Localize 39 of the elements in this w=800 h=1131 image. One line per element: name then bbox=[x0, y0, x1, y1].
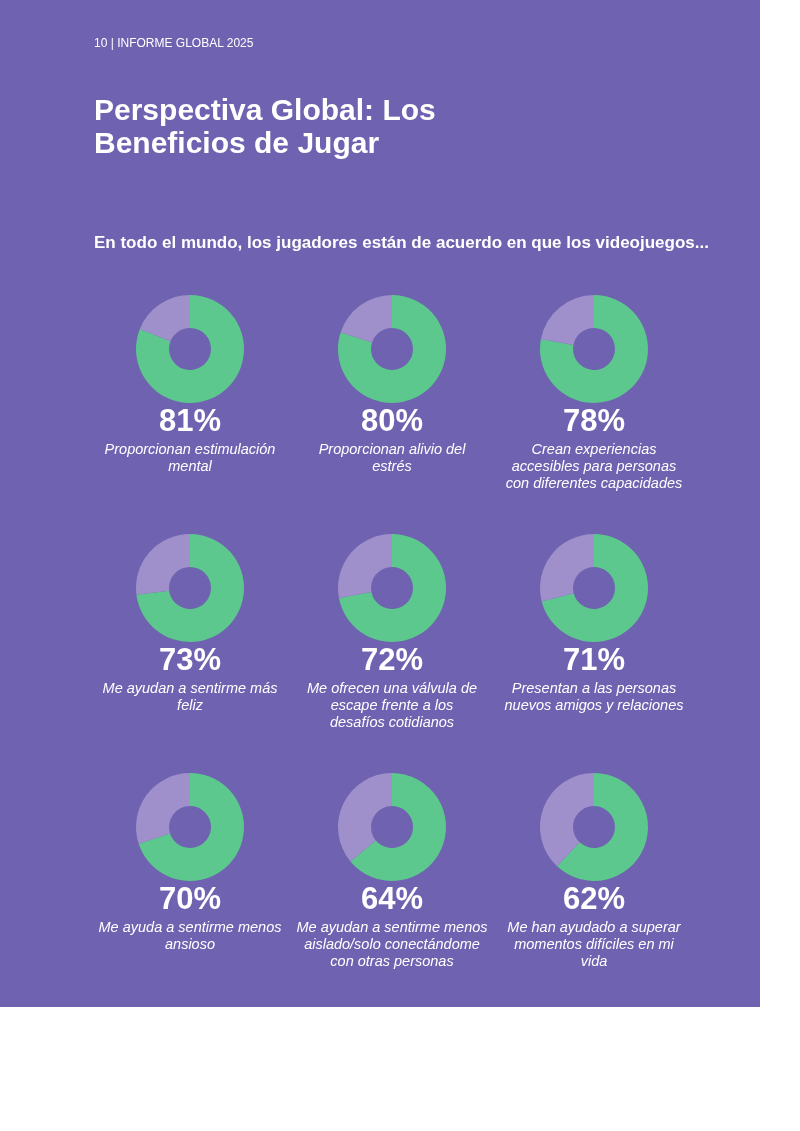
donut-slice bbox=[540, 295, 594, 346]
donut-slice bbox=[338, 534, 446, 642]
donut-slice bbox=[350, 773, 446, 881]
data-label: 70% bbox=[158, 881, 222, 916]
data-label: 81% bbox=[158, 403, 222, 438]
data-label: 64% bbox=[360, 881, 424, 916]
donut-slice bbox=[340, 295, 392, 343]
donut-slice bbox=[540, 295, 648, 403]
chart-title: Perspectiva Global: Los Beneficios de Jugar bbox=[94, 93, 436, 159]
slice-label: Me ayudan a sentirme menos aislado/solo conectándome con otras personas bbox=[296, 919, 488, 969]
donut-slice bbox=[541, 534, 648, 642]
donut-slice bbox=[338, 534, 392, 599]
data-label: 73% bbox=[158, 642, 222, 677]
donut-slice bbox=[540, 773, 594, 867]
donut-slice bbox=[136, 773, 190, 844]
text: En todo el mundo, los jugadores están de acuerdo en que los videojuegos... bbox=[94, 233, 709, 252]
slice-label: Proporcionan alivio del estrés bbox=[318, 441, 467, 474]
donut-slice bbox=[136, 534, 244, 642]
slice-label: Me ayudan a sentirme más feliz bbox=[102, 680, 278, 713]
donut-slice bbox=[139, 295, 190, 342]
donut-slice bbox=[138, 773, 244, 881]
slice-label: Proporcionan estimulación mental bbox=[104, 441, 276, 474]
slice-label: Presentan a las personas nuevos amigos y relaciones bbox=[504, 680, 684, 713]
data-label: 80% bbox=[360, 403, 424, 438]
donut-slice bbox=[136, 534, 190, 595]
donut-slice bbox=[540, 534, 594, 602]
donut-slice bbox=[557, 773, 648, 881]
slice-label: Me han ayudado a superar momentos difíciles en mi vida bbox=[507, 919, 682, 969]
data-label: 72% bbox=[360, 642, 424, 677]
text: 10 | INFORME GLOBAL 2025 bbox=[94, 36, 254, 50]
data-label: 62% bbox=[562, 881, 626, 916]
slice-label: Me ofrecen una válvula de escape frente a los desafíos cotidianos bbox=[306, 680, 478, 730]
slice-label: Me ayuda a sentirme menos ansioso bbox=[98, 919, 282, 952]
donut-slice bbox=[338, 773, 392, 862]
slice-label: Crean experiencias accesibles para personas con diferentes capacidades bbox=[505, 441, 683, 491]
data-label: 78% bbox=[562, 403, 626, 438]
donut-slice bbox=[136, 295, 244, 403]
donut-slice bbox=[338, 295, 446, 403]
data-label: 71% bbox=[562, 642, 626, 677]
